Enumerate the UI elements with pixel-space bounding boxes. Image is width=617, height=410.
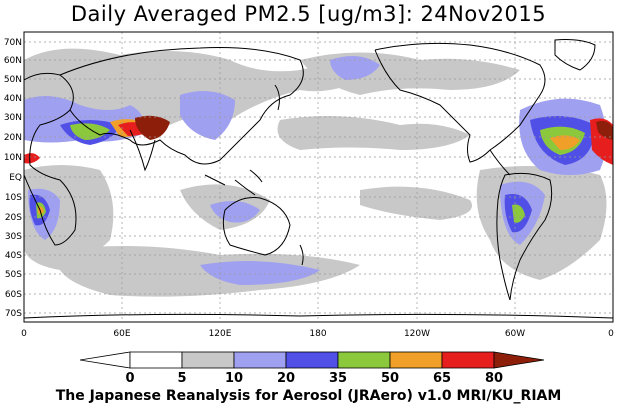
lon-label: 180 <box>309 329 326 339</box>
colorbar <box>79 351 545 369</box>
longitude-labels: 0 60E 120E 180 120W 60W 0 <box>21 329 614 339</box>
colorbar-label: 0 <box>125 371 134 386</box>
lat-label: 10N <box>4 153 22 163</box>
lon-label: 0 <box>21 329 27 339</box>
lat-label: 60N <box>4 56 22 66</box>
lon-label: 0 <box>608 329 614 339</box>
colorbar-swatch <box>389 351 443 369</box>
lat-label: 50N <box>4 75 22 85</box>
colorbar-label: 5 <box>177 371 186 386</box>
pm25-gray-field <box>24 48 607 297</box>
map-panel <box>23 31 614 323</box>
lat-label: 70S <box>5 309 22 319</box>
colorbar-swatch <box>285 351 339 369</box>
colorbar-swatch <box>337 351 391 369</box>
colorbar-max-triangle <box>493 351 545 369</box>
coastlines <box>23 39 614 319</box>
lat-label: 40S <box>5 251 22 261</box>
colorbar-swatch <box>129 351 183 369</box>
graticule <box>24 32 613 322</box>
colorbar-swatch <box>441 351 495 369</box>
map-frame <box>23 31 614 323</box>
lon-label: 120W <box>404 329 430 339</box>
lon-label: 60W <box>505 329 525 339</box>
map-title: Daily Averaged PM2.5 [ug/m3]: 24Nov2015 <box>70 2 547 26</box>
colorbar-label: 80 <box>485 371 503 386</box>
colorbar-min-triangle <box>79 351 131 369</box>
latitude-labels: 70N 60N 50N 40N 30N 20N 10N EQ 10S 20S 3… <box>4 38 22 319</box>
lat-label: 20N <box>4 133 22 143</box>
lat-label: 20S <box>5 213 22 223</box>
lat-label: 30S <box>5 232 22 242</box>
lat-label: 50S <box>5 270 22 280</box>
colorbar-label: 65 <box>433 371 451 386</box>
colorbar-swatch <box>181 351 235 369</box>
lat-label: 30N <box>4 113 22 123</box>
lon-label: 60E <box>113 329 130 339</box>
lat-label: 40N <box>4 94 22 104</box>
colorbar-label: 35 <box>329 371 347 386</box>
lon-label: 120E <box>209 329 232 339</box>
lat-label: 60S <box>5 290 22 300</box>
colorbar-swatch <box>233 351 287 369</box>
pm25-darkred-field <box>135 115 613 140</box>
colorbar-label: 20 <box>277 371 295 386</box>
colorbar-label: 10 <box>225 371 243 386</box>
colorbar-label: 50 <box>381 371 399 386</box>
lat-label: 10S <box>5 193 22 203</box>
lat-label: EQ <box>9 173 22 183</box>
lat-label: 70N <box>4 38 22 48</box>
credit-line: The Japanese Reanalysis for Aerosol (JRA… <box>55 388 562 404</box>
colorbar-labels: 0 5 10 20 35 50 65 80 <box>125 371 503 386</box>
